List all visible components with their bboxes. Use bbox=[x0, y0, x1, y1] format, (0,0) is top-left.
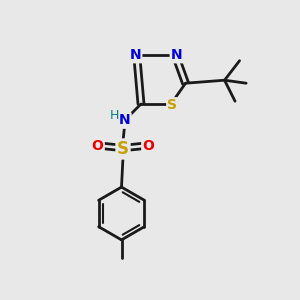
Text: O: O bbox=[142, 139, 154, 153]
Text: N: N bbox=[129, 48, 141, 62]
Text: O: O bbox=[92, 139, 104, 153]
Text: N: N bbox=[119, 113, 130, 128]
Text: S: S bbox=[167, 98, 178, 112]
Text: S: S bbox=[117, 140, 129, 158]
Text: H: H bbox=[110, 109, 120, 122]
Text: N: N bbox=[171, 48, 183, 62]
